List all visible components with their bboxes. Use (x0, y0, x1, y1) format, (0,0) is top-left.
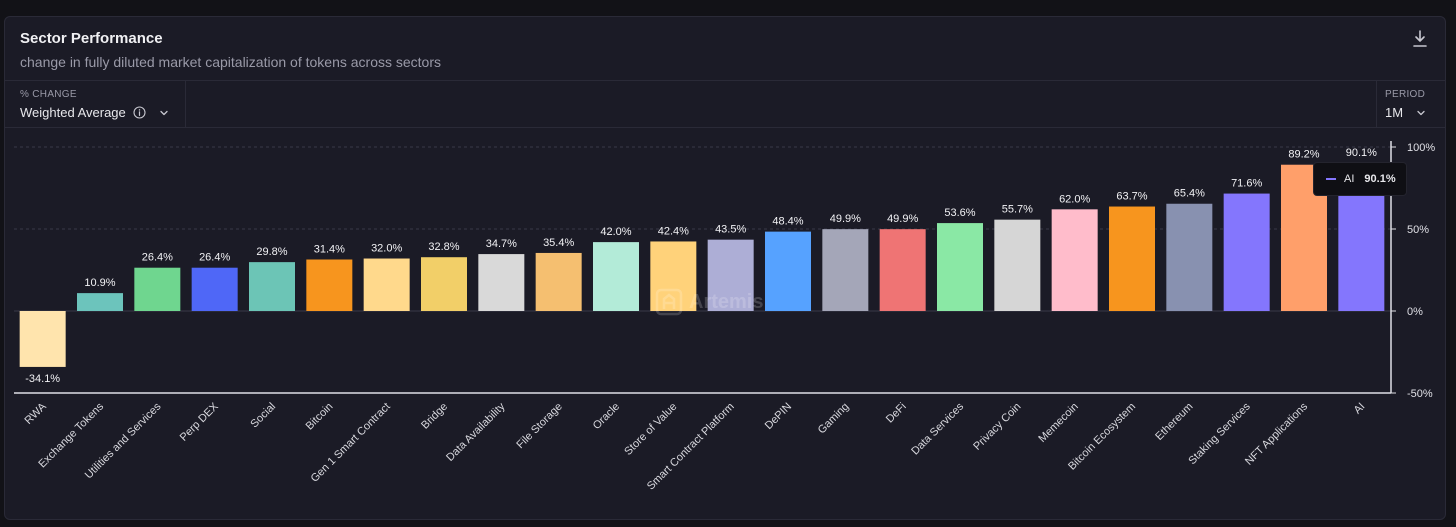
data-label: 35.4% (543, 237, 574, 249)
metric-label: % CHANGE (20, 89, 77, 100)
category-label: Bitcoin (304, 401, 336, 433)
data-label: 65.4% (1174, 188, 1205, 200)
chart-tooltip: AI 90.1% (1313, 162, 1407, 196)
bar-gaming[interactable] (822, 229, 869, 311)
category-label: Memecoin (1036, 401, 1080, 445)
watermark: Artemis (655, 288, 763, 316)
bar-utilities-and-services[interactable] (134, 267, 181, 311)
category-label: NFT Applications (1243, 400, 1310, 467)
category-label: Bridge (419, 401, 450, 432)
bar-bridge[interactable] (421, 257, 467, 311)
data-label: 71.6% (1231, 178, 1262, 190)
chart-controls: % CHANGE Weighted Average PERIOD 1M (5, 81, 1445, 128)
period-value: 1M (1385, 105, 1404, 120)
chevron-down-icon (1417, 110, 1425, 115)
data-label: 10.9% (84, 277, 115, 289)
metric-dropdown[interactable]: Weighted Average (20, 105, 169, 120)
watermark-text: Artemis (689, 290, 764, 313)
y-tick-label: 100% (1407, 142, 1435, 154)
y-tick-label: 0% (1407, 306, 1423, 318)
category-label: RWA (23, 400, 50, 427)
chevron-down-icon (160, 110, 168, 115)
category-label: Data Services (909, 400, 966, 457)
category-label: AI (1352, 401, 1368, 417)
tooltip-value: 90.1% (1364, 173, 1396, 185)
category-label: Staking Services (1186, 400, 1253, 467)
data-label: 62.0% (1059, 193, 1090, 205)
category-label: Oracle (591, 401, 622, 432)
data-label: 43.5% (715, 224, 746, 236)
bar-memecoin[interactable] (1051, 209, 1098, 311)
data-label: 48.4% (772, 216, 803, 228)
bar-rwa[interactable] (19, 311, 66, 367)
data-label: 42.0% (600, 226, 631, 238)
info-icon[interactable] (133, 106, 146, 119)
data-label: 89.2% (1288, 149, 1319, 161)
data-label: 90.1% (1346, 147, 1377, 159)
category-label: Privacy Coin (971, 401, 1023, 453)
category-label: DePIN (763, 401, 794, 432)
data-label: 49.9% (830, 213, 861, 225)
data-label: 31.4% (314, 244, 345, 256)
bar-staking-services[interactable] (1223, 193, 1270, 311)
data-label: 29.8% (256, 246, 287, 258)
bar-exchange-tokens[interactable] (77, 293, 123, 311)
data-label: 53.6% (944, 207, 975, 219)
data-label: 49.9% (887, 213, 918, 225)
bar-data-availability[interactable] (478, 254, 525, 311)
period-selector[interactable]: PERIOD 1M (1376, 81, 1445, 127)
download-icon[interactable] (1411, 29, 1429, 49)
metric-value: Weighted Average (20, 105, 126, 120)
period-dropdown[interactable]: 1M (1385, 105, 1426, 120)
category-label: Store of Value (622, 401, 679, 458)
bar-ethereum[interactable] (1166, 203, 1213, 311)
bar-perp-dex[interactable] (191, 267, 238, 311)
category-label: Perp DEX (178, 400, 222, 444)
bar-privacy-coin[interactable] (994, 219, 1041, 311)
data-label: 26.4% (199, 252, 230, 264)
chart-header: Sector Performance change in fully dilut… (5, 17, 1445, 81)
chart-title: Sector Performance (20, 30, 163, 47)
y-tick-label: -50% (1407, 388, 1433, 400)
y-tick-label: 50% (1407, 224, 1429, 236)
data-label: 63.7% (1116, 191, 1147, 203)
chart-subtitle: change in fully diluted market capitaliz… (20, 54, 441, 70)
category-label: Gaming (816, 401, 852, 437)
bar-gen-1-smart-contract[interactable] (363, 258, 410, 311)
data-label: 55.7% (1002, 204, 1033, 216)
period-label: PERIOD (1385, 89, 1426, 100)
bar-bitcoin-ecosystem[interactable] (1109, 206, 1155, 311)
bar-defi[interactable] (879, 229, 926, 311)
data-label: 42.4% (658, 225, 689, 237)
tooltip-series: AI (1344, 173, 1355, 185)
bar-depin[interactable] (765, 231, 811, 311)
data-label: 26.4% (142, 252, 173, 264)
data-label: -34.1% (25, 373, 60, 385)
bar-bitcoin[interactable] (306, 259, 353, 311)
category-label: Ethereum (1153, 401, 1195, 443)
category-label: Data Availability (444, 400, 508, 464)
tooltip-swatch (1326, 178, 1336, 180)
metric-selector[interactable]: % CHANGE Weighted Average (5, 81, 186, 127)
bar-smart-contract-platform[interactable] (707, 239, 754, 311)
data-label: 32.0% (371, 243, 402, 255)
bar-file-storage[interactable] (535, 252, 582, 311)
category-label: DeFi (884, 401, 909, 426)
bar-data-services[interactable] (937, 223, 983, 311)
category-label: Social (248, 401, 278, 431)
bar-oracle[interactable] (593, 242, 639, 311)
category-label: File Storage (514, 401, 564, 451)
artemis-logo-icon (655, 288, 683, 316)
bar-social[interactable] (249, 262, 295, 311)
bar-store-of-value[interactable] (650, 241, 697, 311)
data-label: 32.8% (428, 241, 459, 253)
data-label: 34.7% (486, 238, 517, 250)
